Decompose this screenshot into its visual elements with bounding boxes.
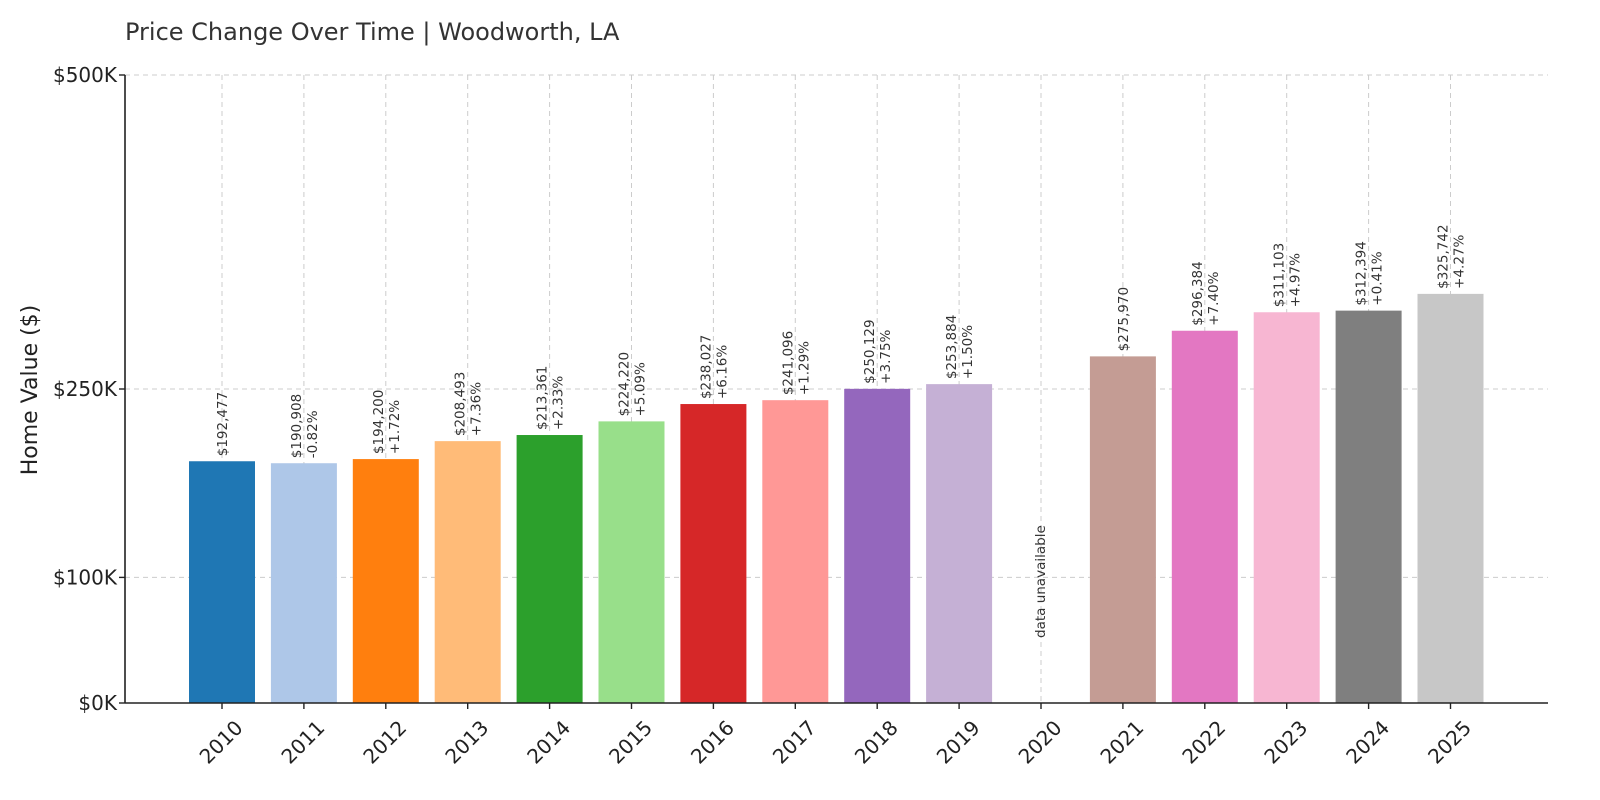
x-tick-label-2017: 2017	[768, 716, 821, 769]
bar-2011	[270, 463, 337, 703]
x-tick-label-2011: 2011	[276, 716, 329, 769]
change-label-2014: +2.33%	[551, 376, 567, 430]
x-tick-label-2024: 2024	[1341, 716, 1394, 769]
bar-2014	[516, 435, 583, 703]
x-tick-label-2010: 2010	[195, 716, 248, 769]
change-label-2024: +0.41%	[1370, 251, 1386, 305]
value-label-2018: $250,129	[862, 319, 878, 383]
change-label-2023: +4.97%	[1288, 253, 1304, 307]
x-tick-label-2023: 2023	[1259, 716, 1312, 769]
bar-2024	[1335, 310, 1402, 703]
x-tick-label-2013: 2013	[440, 716, 493, 769]
x-tick-label-2021: 2021	[1095, 716, 1148, 769]
value-label-2016: $238,027	[698, 335, 714, 399]
y-tick-label: $500K	[53, 63, 118, 87]
x-tick-label-2025: 2025	[1423, 716, 1476, 769]
change-label-2016: +6.16%	[714, 345, 730, 399]
change-label-2012: +1.72%	[387, 400, 403, 454]
value-label-2017: $241,096	[780, 331, 796, 395]
y-axis-label: Home Value ($)	[18, 305, 43, 476]
value-label-2010: $192,477	[215, 392, 231, 456]
bar-2016	[680, 404, 747, 703]
y-tick-label: $100K	[53, 565, 118, 589]
x-tick-label-2022: 2022	[1177, 716, 1230, 769]
x-tick-label-2014: 2014	[522, 716, 575, 769]
bar-2023	[1253, 312, 1320, 703]
missing-data-label: data unavailable	[1033, 525, 1049, 638]
bar-2012	[352, 459, 419, 703]
bar-2025	[1417, 293, 1484, 703]
change-label-2018: +3.75%	[878, 329, 894, 383]
x-tick-label-2012: 2012	[358, 716, 411, 769]
y-tick-label: $250K	[53, 377, 118, 401]
x-tick-label-2020: 2020	[1014, 716, 1067, 769]
value-label-2011: $190,908	[289, 394, 305, 458]
x-tick-label-2016: 2016	[686, 716, 739, 769]
value-label-2019: $253,884	[944, 315, 960, 379]
value-label-2015: $224,220	[617, 352, 633, 416]
bar-2021	[1089, 356, 1156, 703]
change-label-2015: +5.09%	[633, 362, 649, 416]
change-label-2025: +4.27%	[1452, 234, 1468, 288]
change-label-2017: +1.29%	[796, 341, 812, 395]
chart-title: Price Change Over Time | Woodworth, LA	[125, 18, 620, 46]
value-label-2012: $194,200	[371, 390, 387, 454]
value-label-2022: $296,384	[1190, 261, 1206, 325]
y-tick-label: $0K	[78, 691, 117, 715]
grid-lines	[125, 74, 1548, 703]
value-label-2023: $311,103	[1272, 243, 1288, 307]
change-label-2019: +1.50%	[960, 325, 976, 379]
bar-2015	[598, 421, 665, 703]
value-label-2025: $325,742	[1436, 224, 1452, 288]
bar-2010	[189, 461, 255, 703]
change-label-2022: +7.40%	[1206, 271, 1222, 325]
bar-2022	[1171, 330, 1238, 703]
value-label-2024: $312,394	[1354, 241, 1370, 305]
value-label-2013: $208,493	[453, 372, 469, 436]
bars	[189, 293, 1484, 703]
bar-2019	[926, 384, 993, 703]
value-label-2014: $213,361	[535, 366, 551, 430]
x-tick-label-2019: 2019	[932, 716, 985, 769]
bar-labels: $192,477 $190,908 -0.82% $194,200 +1.72% $208…	[215, 224, 1468, 638]
change-label-2011: -0.82%	[305, 410, 321, 458]
change-label-2013: +7.36%	[469, 382, 485, 436]
x-tick-label-2018: 2018	[850, 716, 903, 769]
bar-2013	[434, 441, 501, 703]
value-label-2021: $275,970	[1116, 287, 1132, 351]
bar-2017	[762, 400, 829, 703]
x-tick-label-2015: 2015	[604, 716, 657, 769]
bar-2018	[844, 388, 911, 703]
